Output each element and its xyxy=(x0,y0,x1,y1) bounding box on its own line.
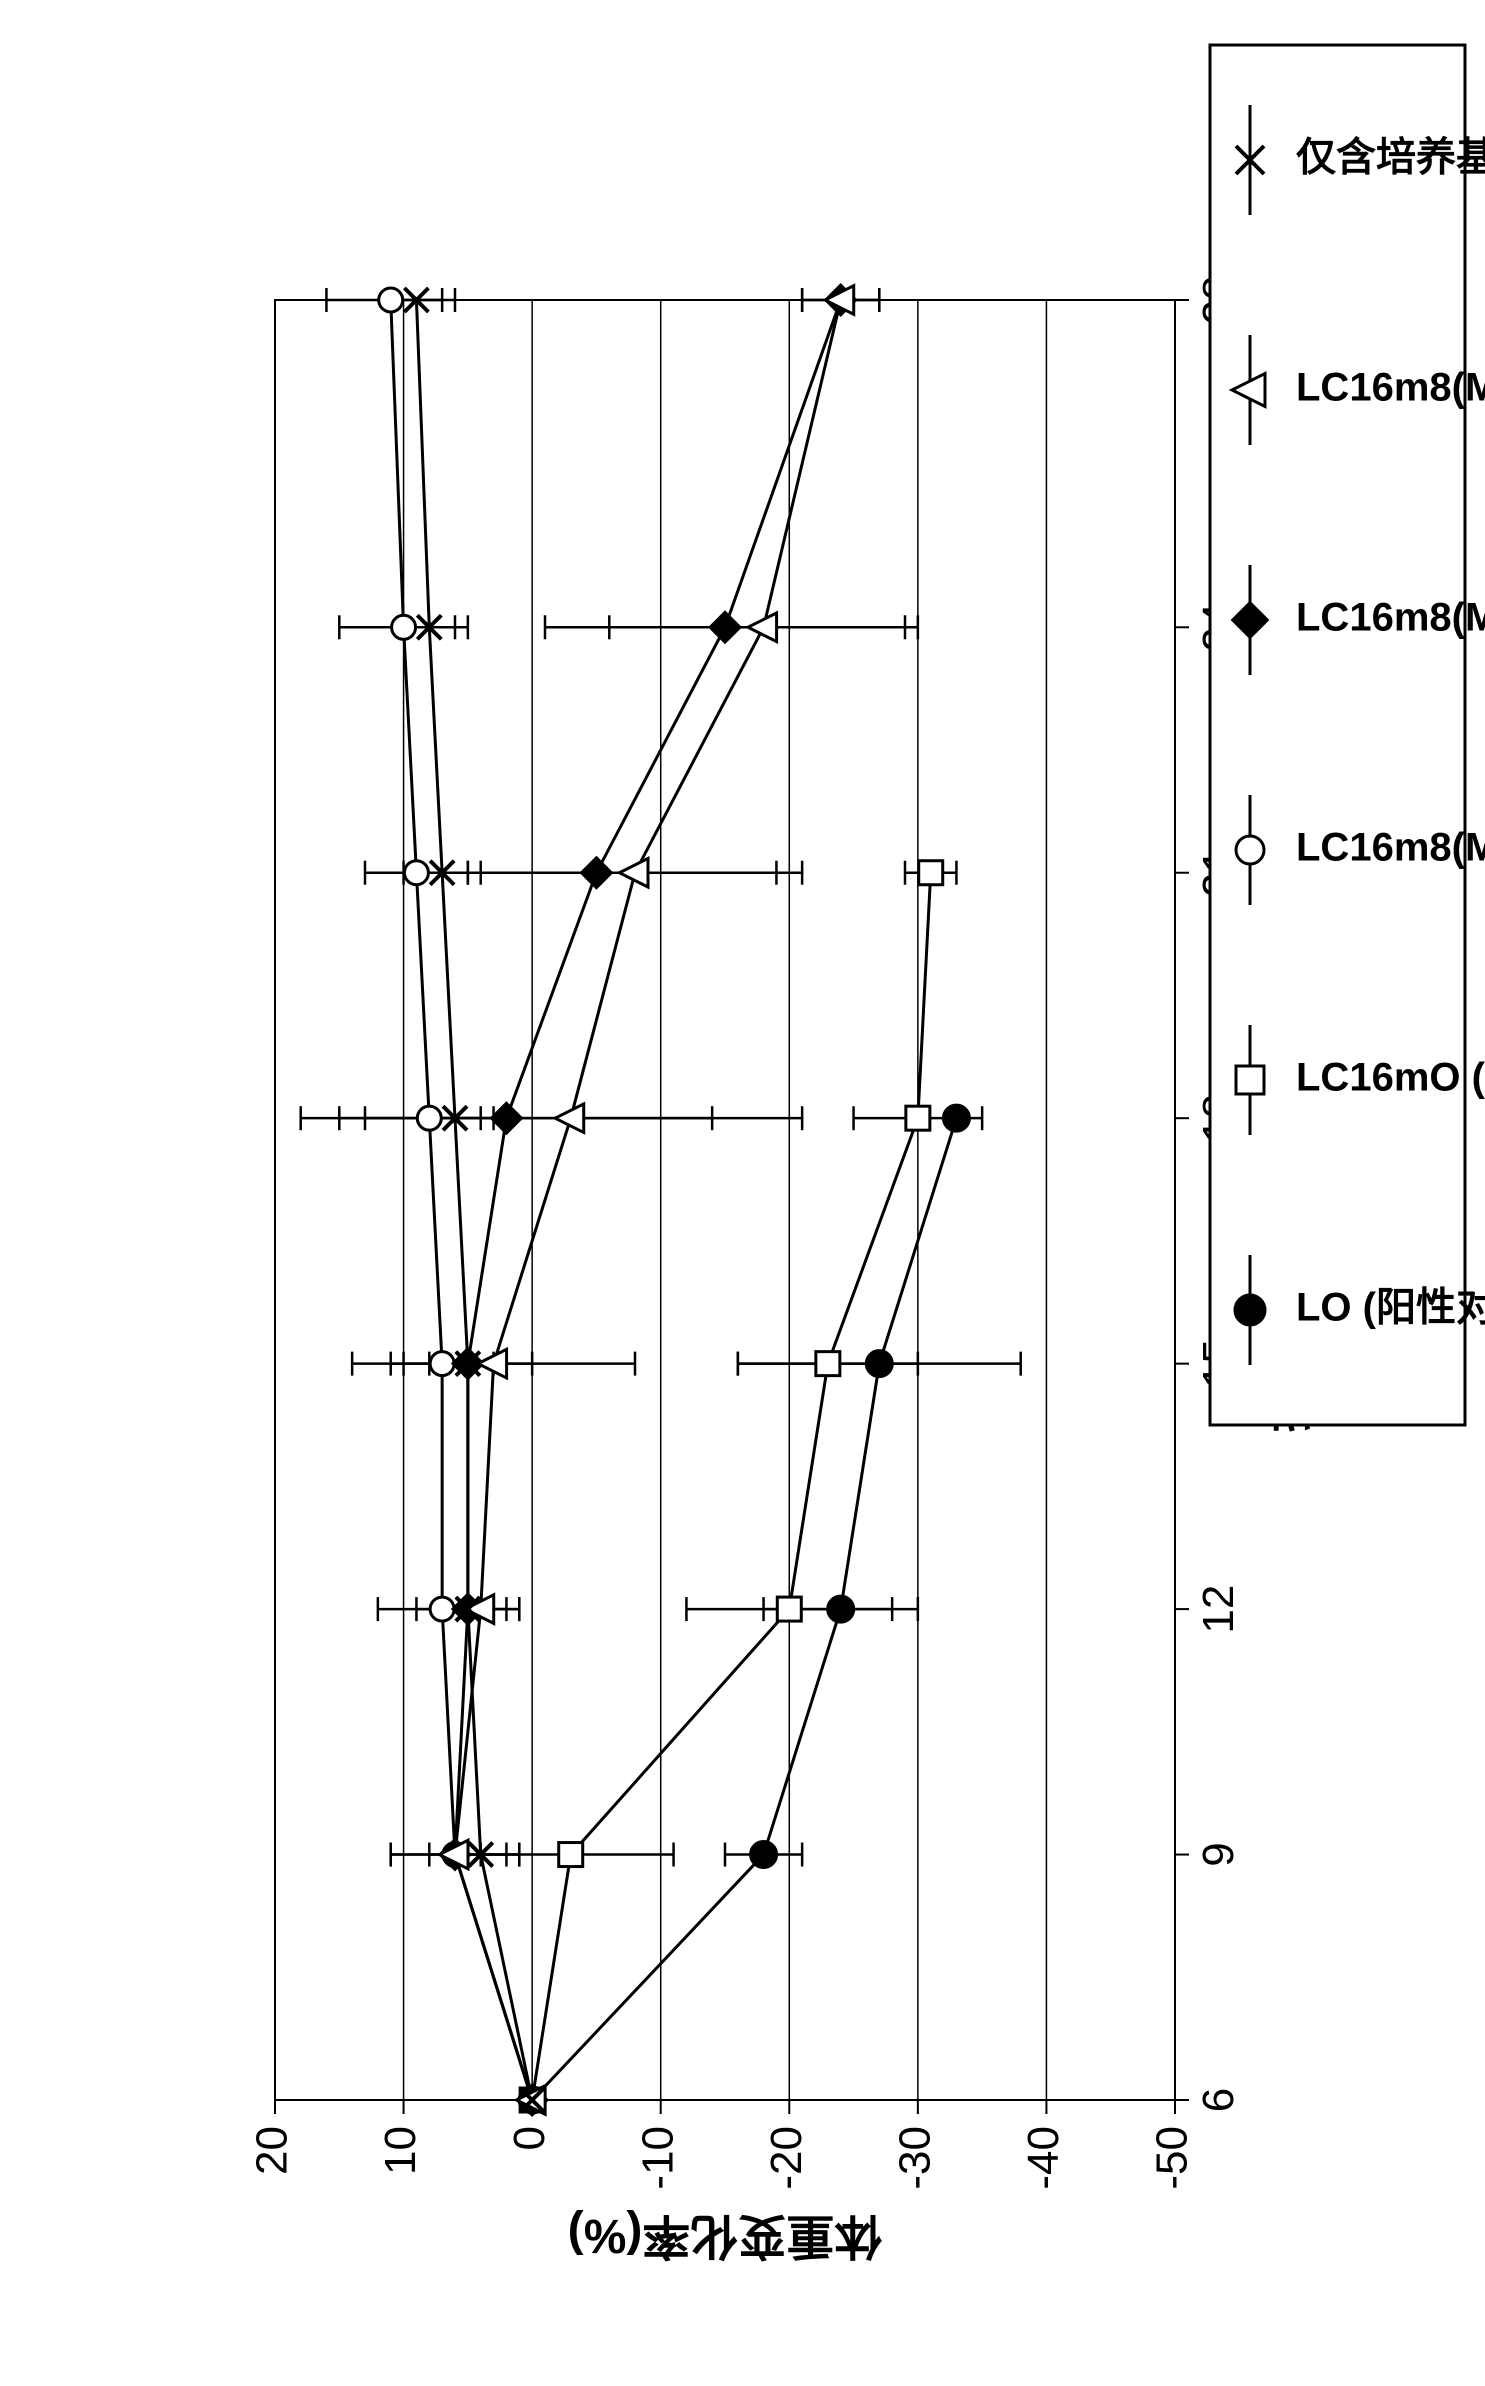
legend-label: LO (阳性对照) xyxy=(1296,1286,1485,1330)
series-line xyxy=(455,300,841,2100)
y-tick-label: 0 xyxy=(505,2126,554,2150)
series-line xyxy=(455,300,841,2100)
y-tick-label: -40 xyxy=(1019,2126,1068,2190)
chart-container: -50-40-30-20-100102069121518212428体重变化率(… xyxy=(0,0,1485,2386)
y-axis-label: 体重变化率(%) xyxy=(568,2209,883,2262)
series-line xyxy=(391,300,532,2100)
x-tick-label: 9 xyxy=(1194,1842,1243,1866)
x-tick-label: 6 xyxy=(1194,2088,1243,2112)
x-tick-label: 12 xyxy=(1194,1585,1243,1634)
y-tick-label: 20 xyxy=(248,2126,297,2175)
y-tick-label: -50 xyxy=(1148,2126,1197,2190)
y-tick-label: 10 xyxy=(376,2126,425,2175)
y-tick-label: -20 xyxy=(762,2126,811,2190)
y-tick-label: -30 xyxy=(890,2126,939,2190)
chart-svg: -50-40-30-20-100102069121518212428体重变化率(… xyxy=(0,0,1485,2386)
y-tick-label: -10 xyxy=(633,2126,682,2190)
legend-label: LC16mO (阳性对照) xyxy=(1296,1056,1485,1100)
series-line xyxy=(532,873,931,2100)
legend: LO (阳性对照) LC16mO (阳性对照) LC16m8(MSP:0.009%)… xyxy=(1210,45,1485,1425)
legend-label: LC16m8(MSP:0.009%) xyxy=(1296,826,1485,870)
legend-label: LC16m8(MSP:3.2%) xyxy=(1296,596,1485,640)
legend-label: LC16m8(MSP:10.8%) xyxy=(1296,366,1485,410)
legend-label: 仅含培养基(阴性对照) xyxy=(1296,136,1485,180)
